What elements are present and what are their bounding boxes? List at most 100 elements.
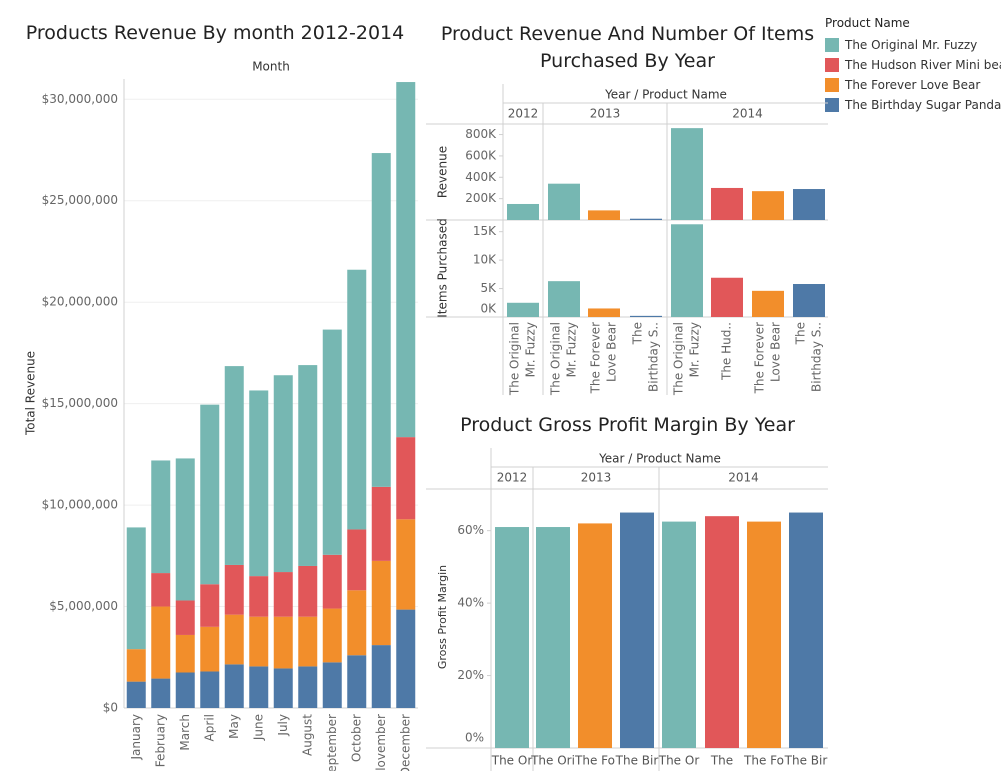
year-header: 2013 xyxy=(581,471,612,485)
legend-label: The Original Mr. Fuzzy xyxy=(845,38,978,52)
product-label: Mr. Fuzzy xyxy=(688,322,702,377)
product-label: The Ori xyxy=(530,754,575,768)
month-label: June xyxy=(251,714,265,741)
legend-title: Product Name xyxy=(825,16,910,30)
product-label: Mr. Fuzzy xyxy=(524,322,538,377)
bar-segment xyxy=(322,608,342,663)
product-label: The Fo xyxy=(743,754,784,768)
margin-bar xyxy=(789,512,823,748)
month-label: eptember xyxy=(325,714,339,771)
year-header: 2012 xyxy=(497,471,528,485)
product-label: The Original xyxy=(508,322,522,396)
bar-segment xyxy=(273,616,293,669)
bar-segment xyxy=(371,486,391,561)
bar-segment xyxy=(200,584,220,627)
y-tick-label: $15,000,000 xyxy=(42,396,118,410)
revenue-tick-label: 400K xyxy=(465,170,497,184)
revenue-bar xyxy=(548,183,580,220)
items-bar xyxy=(548,281,580,317)
bar-segment xyxy=(200,404,220,585)
yearly-revenue-title: Product Revenue And Number Of Items Purc… xyxy=(440,23,815,72)
monthly-revenue-title: Products Revenue By month 2012-2014 xyxy=(25,22,405,44)
bar-segment xyxy=(175,634,195,673)
yearly-header: Year / Product Name xyxy=(604,88,727,102)
product-label: Love Bear xyxy=(605,322,619,382)
month-label: May xyxy=(227,714,241,739)
monthly-y-axis-title: Total Revenue xyxy=(24,351,38,436)
legend-item-birthday-panda[interactable]: The Birthday Sugar Panda xyxy=(825,95,1001,115)
product-label: The Hud.. xyxy=(720,322,734,381)
year-header: 2014 xyxy=(728,471,759,485)
bar-segment xyxy=(396,609,416,708)
legend-item-forever-love[interactable]: The Forever Love Bear xyxy=(825,75,1001,95)
legend-label: The Birthday Sugar Panda xyxy=(845,98,1001,112)
items-bar xyxy=(588,308,620,317)
product-label: The Or xyxy=(658,754,700,768)
bar-segment xyxy=(322,329,342,555)
bar-segment xyxy=(151,606,171,679)
margin-bar xyxy=(495,527,529,748)
bar-segment xyxy=(151,573,171,607)
year-header: 2014 xyxy=(732,107,763,121)
revenue-bar xyxy=(630,218,662,220)
items-bar xyxy=(671,224,703,317)
bar-segment xyxy=(371,645,391,708)
legend-item-mr-fuzzy[interactable]: The Original Mr. Fuzzy xyxy=(825,35,1001,55)
product-label: The Bir xyxy=(615,754,659,768)
legend-swatch xyxy=(825,98,839,112)
bar-segment xyxy=(273,668,293,708)
margin-bar xyxy=(747,521,781,748)
bar-segment xyxy=(175,600,195,635)
bar-segment xyxy=(396,519,416,610)
bar-segment xyxy=(347,269,367,530)
y-tick-label: $5,000,000 xyxy=(49,599,118,613)
bar-segment xyxy=(249,390,269,577)
bar-segment xyxy=(347,590,367,656)
revenue-bar xyxy=(507,203,539,220)
bar-segment xyxy=(249,666,269,708)
product-label: The Or xyxy=(491,754,533,768)
revenue-tick-label: 800K xyxy=(465,127,497,141)
revenue-tick-label: 600K xyxy=(465,148,497,162)
items-bar xyxy=(752,290,784,317)
legend-label: The Hudson River Mini bear xyxy=(845,58,1001,72)
product-label: The Forever xyxy=(753,322,767,394)
bar-segment xyxy=(298,666,318,708)
year-header: 2012 xyxy=(508,107,539,121)
y-tick-label: $25,000,000 xyxy=(42,193,118,207)
bar-segment xyxy=(200,671,220,708)
items-bar xyxy=(793,284,825,317)
product-label: The Original xyxy=(549,322,563,396)
bar-segment xyxy=(126,527,146,650)
bar-segment xyxy=(396,82,416,438)
profit-margin-title: Product Gross Profit Margin By Year xyxy=(460,414,795,436)
items-bar xyxy=(507,302,539,317)
margin-tick-label: 0% xyxy=(465,731,484,745)
bar-segment xyxy=(298,365,318,566)
items-tick-label: 10K xyxy=(473,253,497,267)
legend: Product Name The Original Mr. Fuzzy The … xyxy=(825,16,1001,115)
bar-segment xyxy=(224,614,244,665)
margin-tick-label: 40% xyxy=(457,596,484,610)
legend-label: The Forever Love Bear xyxy=(845,78,981,92)
margin-tick-label: 20% xyxy=(457,668,484,682)
bar-segment xyxy=(224,664,244,708)
month-label: lovember xyxy=(374,714,388,771)
product-label: Birthday S.. xyxy=(647,322,661,392)
product-label: The Forever xyxy=(589,322,603,394)
bar-segment xyxy=(322,554,342,609)
product-label: The Original xyxy=(672,322,686,396)
bar-segment xyxy=(200,626,220,672)
items-tick-label: 0K xyxy=(480,302,497,316)
y-tick-label: $30,000,000 xyxy=(42,92,118,106)
month-label: April xyxy=(202,714,216,741)
month-label: January xyxy=(129,714,143,761)
margin-bar xyxy=(620,512,654,748)
items-axis-title: Items Purchased xyxy=(436,218,450,318)
items-bar xyxy=(630,315,662,317)
legend-item-hudson-river[interactable]: The Hudson River Mini bear xyxy=(825,55,1001,75)
bar-segment xyxy=(396,437,416,520)
month-label: August xyxy=(300,714,314,756)
bar-segment xyxy=(298,565,318,617)
product-label: The Bir xyxy=(784,754,828,768)
